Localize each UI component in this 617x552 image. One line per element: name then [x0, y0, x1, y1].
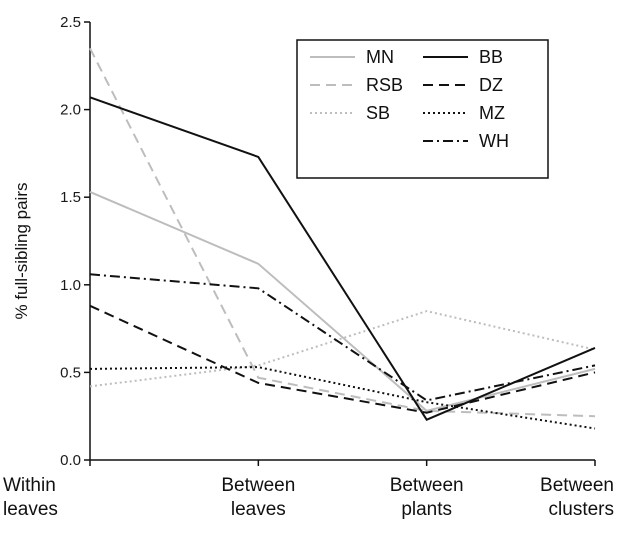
legend-label-sb: SB	[366, 103, 390, 123]
x-category-label: Between	[390, 475, 464, 496]
legend: MN RSB SB BB DZ MZ WH	[296, 39, 549, 179]
x-category-label: Between	[540, 475, 614, 496]
legend-label-dz: DZ	[479, 75, 503, 95]
x-category-label: Within	[3, 475, 56, 496]
y-tick-label: 0.5	[60, 364, 81, 381]
axes: 0.0 0.5 1.0 1.5 2.0 2.5 Within leaves Between lea…	[3, 14, 614, 520]
legend-label-rsb: RSB	[366, 75, 403, 95]
series-line-wh	[89, 273, 596, 402]
series-group	[89, 47, 596, 430]
y-tick-label: 1.5	[60, 189, 81, 206]
y-tick-label: 2.5	[60, 14, 81, 31]
legend-box	[296, 39, 549, 179]
legend-label-wh: WH	[479, 131, 509, 151]
x-category-label: plants	[401, 499, 452, 520]
series-line-sb	[89, 310, 596, 388]
y-tick-label: 0.0	[60, 452, 81, 469]
series-line-mn	[89, 190, 596, 412]
legend-label-mn: MN	[366, 47, 394, 67]
series-line-mz	[89, 366, 596, 430]
x-category-label: leaves	[231, 499, 286, 520]
x-category-label: Between	[221, 475, 295, 496]
x-category-label: leaves	[3, 499, 58, 520]
legend-label-mz: MZ	[479, 103, 505, 123]
series-line-bb	[89, 96, 596, 421]
y-tick-label: 2.0	[60, 102, 81, 119]
y-tick-label: 1.0	[60, 277, 81, 294]
legend-label-bb: BB	[479, 47, 503, 67]
x-category-label: clusters	[549, 499, 614, 520]
y-axis-title: % full-sibling pairs	[12, 183, 31, 320]
series-line-rsb	[89, 47, 596, 418]
series-line-dz	[89, 304, 596, 414]
